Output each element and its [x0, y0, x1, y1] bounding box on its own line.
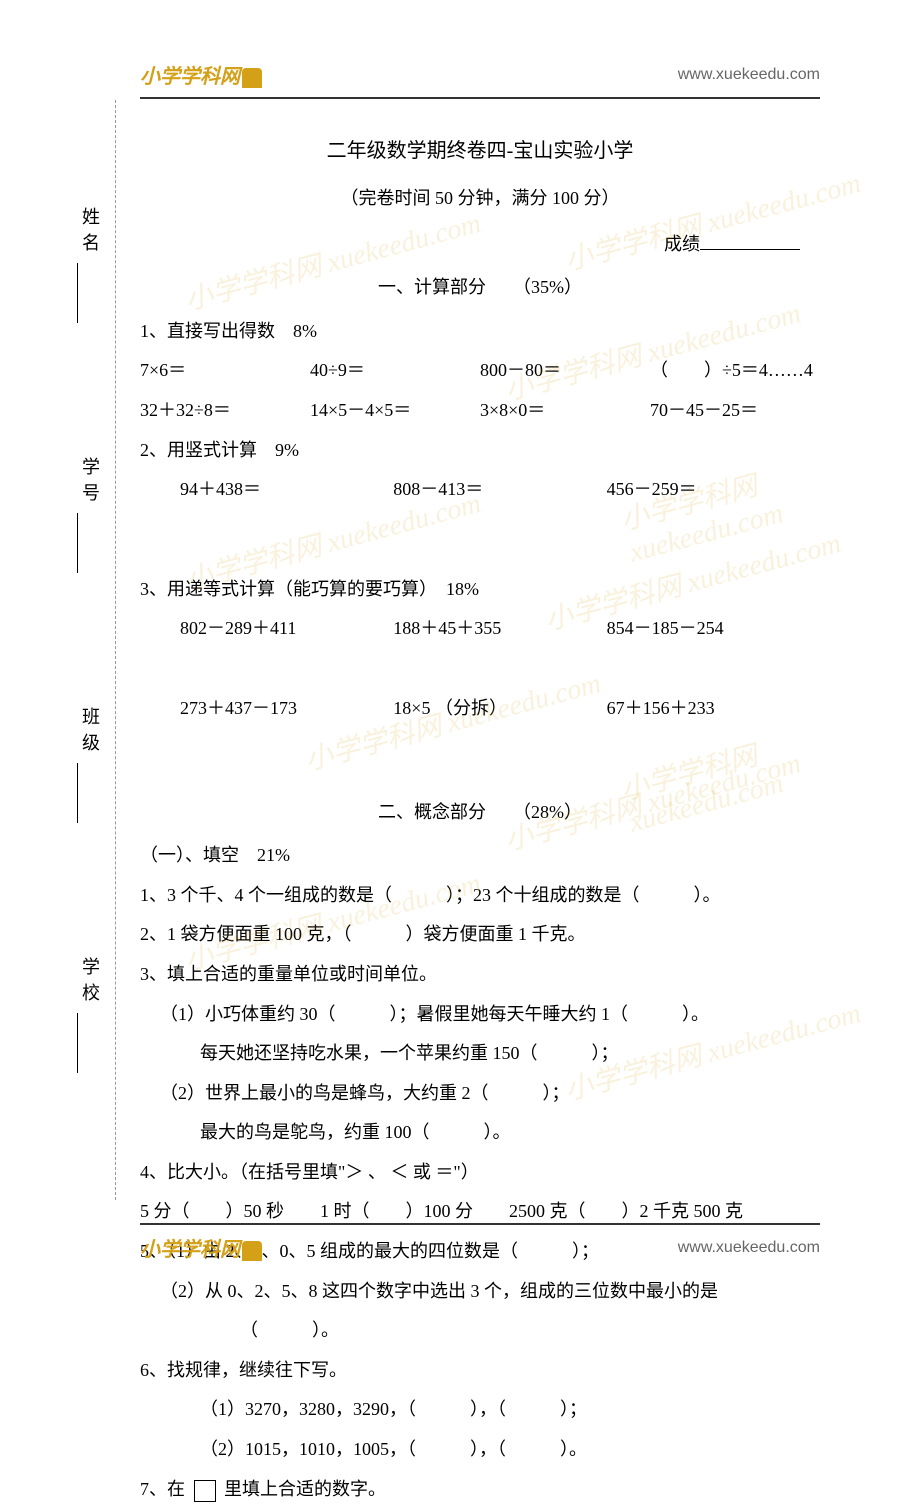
score-label: 成绩 — [664, 234, 700, 254]
s2-q7: 7、在 里填上合适的数字。 — [140, 1470, 820, 1509]
q1-cell: 800－80＝ — [480, 351, 650, 391]
side-labels: 姓名 学号 班级 学校 — [60, 140, 120, 1140]
logo-icon — [242, 1241, 262, 1261]
side-blank — [77, 263, 78, 323]
section1-header: 一、计算部分 （35%） — [140, 268, 820, 308]
s2-q3-2a: （2）世界上最小的鸟是蜂鸟，大约重 2（ ）； — [140, 1074, 820, 1114]
s2-q1: 1、3 个千、4 个一组成的数是（ ）；23 个十组成的数是（ ）。 — [140, 876, 820, 916]
q3-row1: 802－289＋411 188＋45＋355 854－185－254 — [140, 609, 820, 649]
content: 二年级数学期终卷四-宝山实验小学 （完卷时间 50 分钟，满分 100 分） 成… — [140, 129, 820, 1509]
q3-cell: 854－185－254 — [607, 609, 820, 649]
q3-cell: 67＋156＋233 — [607, 689, 820, 729]
s2-q6-label: 6、找规律，继续往下写。 — [140, 1351, 820, 1391]
s2-q6-2: （2）1015，1010，1005，（ ），（ ）。 — [140, 1430, 820, 1470]
q1-cell: 70－45－25＝ — [650, 391, 820, 431]
side-blank — [77, 513, 78, 573]
q3-cell: 188＋45＋355 — [393, 609, 606, 649]
logo-text: 小学学科网 — [140, 66, 240, 88]
q1-label: 1、直接写出得数 8% — [140, 312, 820, 352]
s2-q5-2a: （2）从 0、2、5、8 这四个数字中选出 3 个，组成的三位数中最小的是 — [140, 1272, 820, 1312]
s2-q5-2b: （ ）。 — [140, 1311, 820, 1351]
side-label-class: 班级 — [77, 707, 103, 759]
q2-cell: 808－413＝ — [393, 470, 606, 510]
s2-q3-2b: 最大的鸟是鸵鸟，约重 100（ ）。 — [140, 1113, 820, 1153]
q2-row1: 94＋438＝ 808－413＝ 456－259＝ — [140, 470, 820, 510]
footer-url: www.xuekeedu.com — [678, 1239, 820, 1257]
q1-cell: 32＋32÷8＝ — [140, 391, 310, 431]
q3-cell: 18×5 （分拆） — [393, 689, 606, 729]
s2-q7-a: 7、在 — [140, 1479, 185, 1499]
s2-q3-1a: （1）小巧体重约 30（ ）；暑假里她每天午睡大约 1（ ）。 — [140, 995, 820, 1035]
s2-q3-1b: 每天她还坚持吃水果，一个苹果约重 150（ ）； — [140, 1034, 820, 1074]
q3-label: 3、用递等式计算（能巧算的要巧算） 18% — [140, 570, 820, 610]
q3-row2: 273＋437－173 18×5 （分拆） 67＋156＋233 — [140, 689, 820, 729]
section2-sub-label: （一）、填空 21% — [140, 836, 820, 876]
footer-bar: 小学学科网 www.xuekeedu.com — [140, 1223, 820, 1262]
score-line: 成绩 — [140, 225, 820, 265]
page-title: 二年级数学期终卷四-宝山实验小学 — [140, 129, 820, 173]
footer-logo-text: 小学学科网 — [140, 1239, 240, 1261]
side-blank — [77, 1013, 78, 1073]
answer-box — [194, 1480, 216, 1502]
q1-row1: 7×6＝ 40÷9＝ 800－80＝ （ ）÷5＝4……4 — [140, 351, 820, 391]
q3-cell: 802－289＋411 — [180, 609, 393, 649]
s2-q3-label: 3、填上合适的重量单位或时间单位。 — [140, 955, 820, 995]
header-bar: 小学学科网 www.xuekeedu.com — [140, 60, 820, 99]
q3-cell: 273＋437－173 — [180, 689, 393, 729]
q1-row2: 32＋32÷8＝ 14×5－4×5＝ 3×8×0＝ 70－45－25＝ — [140, 391, 820, 431]
q1-cell: 14×5－4×5＝ — [310, 391, 480, 431]
side-label-name: 姓名 — [77, 207, 103, 259]
side-blank — [77, 763, 78, 823]
q1-cell: （ ）÷5＝4……4 — [650, 351, 820, 391]
q2-cell: 94＋438＝ — [180, 470, 393, 510]
q1-cell: 3×8×0＝ — [480, 391, 650, 431]
section2-header: 二、概念部分 （28%） — [140, 793, 820, 833]
q2-cell: 456－259＝ — [607, 470, 820, 510]
header-url: www.xuekeedu.com — [678, 66, 820, 84]
q1-cell: 40÷9＝ — [310, 351, 480, 391]
s2-q6-1: （1）3270，3280，3290，（ ），（ ）； — [140, 1390, 820, 1430]
s2-q2: 2、1 袋方便面重 100 克，（ ）袋方便面重 1 千克。 — [140, 915, 820, 955]
logo-icon — [242, 68, 262, 88]
side-label-student-id: 学号 — [77, 457, 103, 509]
q2-label: 2、用竖式计算 9% — [140, 431, 820, 471]
s2-q4-label: 4、比大小。（在括号里填"＞ 、 ＜ 或 ＝"） — [140, 1153, 820, 1193]
logo: 小学学科网 — [140, 60, 262, 89]
s2-q7-b: 里填上合适的数字。 — [224, 1479, 386, 1499]
footer-logo: 小学学科网 — [140, 1233, 262, 1262]
score-blank — [700, 232, 800, 250]
page-subtitle: （完卷时间 50 分钟，满分 100 分） — [140, 179, 820, 219]
q1-cell: 7×6＝ — [140, 351, 310, 391]
side-label-school: 学校 — [77, 957, 103, 1009]
